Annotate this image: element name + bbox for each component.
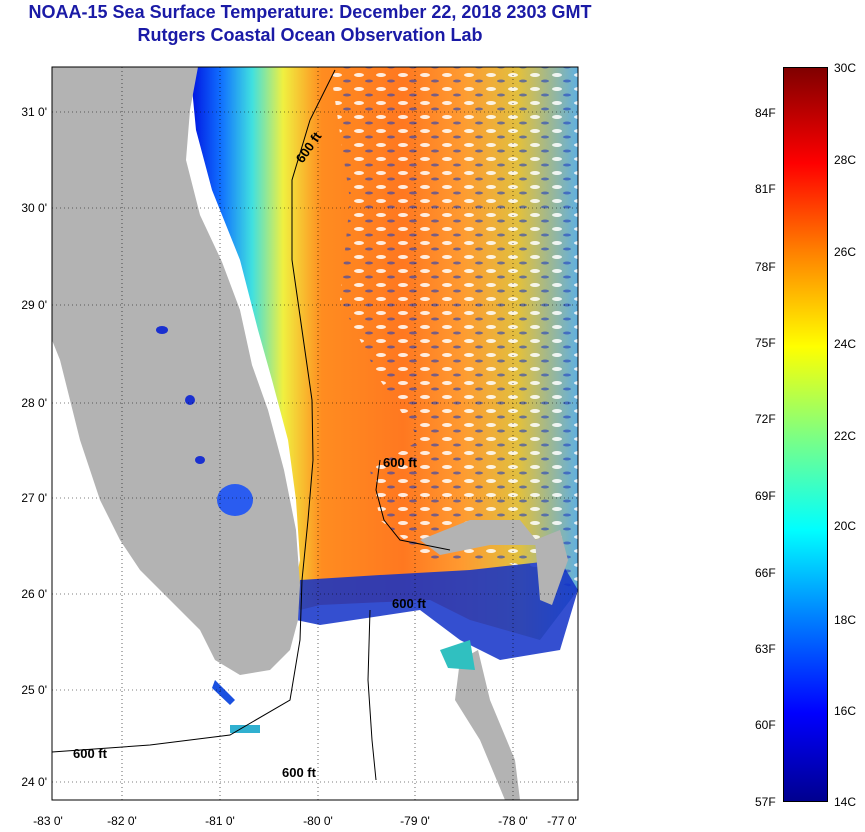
map-border [51,66,579,801]
cloud-mask [330,67,578,590]
lake [185,395,195,405]
cb-c-label: 30C [834,61,857,75]
lat-labels: 31 0' 30 0' 29 0' 28 0' 27 0' 26 0' 25 0… [21,105,47,789]
temperature-colorbar [783,67,828,802]
bank-water [440,640,475,670]
lat-label: 24 0' [21,775,47,789]
contour-label: 600 ft [282,765,317,780]
keys-water [230,725,260,733]
cb-f-label: 69F [755,489,776,503]
sst-map: 31 0' 30 0' 29 0' 28 0' 27 0' 26 0' 25 0… [21,66,579,828]
south-sst-band [296,560,578,660]
cb-c-label: 24C [834,337,857,351]
lon-label: -82 0' [107,814,137,828]
cb-f-label: 84F [755,106,776,120]
isobath-600ft [375,459,451,551]
lat-label: 29 0' [21,298,47,312]
lon-label: -79 0' [400,814,430,828]
lake [195,456,205,464]
cb-c-label: 18C [834,613,857,627]
lon-label: -80 0' [303,814,333,828]
lon-label: -77 0' [547,814,577,828]
contour-label: 600 ft [73,746,108,761]
contour-label: 600 ft [392,596,427,611]
lat-label: 27 0' [21,491,47,505]
andros-island [455,650,520,800]
lake-okeechobee [217,484,253,516]
cb-c-label: 14C [834,795,857,809]
cb-c-label: 26C [834,245,857,259]
title-line-1: NOAA-15 Sea Surface Temperature: Decembe… [28,2,592,22]
keys-water [212,680,235,705]
lon-label: -78 0' [498,814,528,828]
cb-c-label: 28C [834,153,857,167]
cb-c-label: 22C [834,429,857,443]
cb-f-label: 72F [755,412,776,426]
lat-label: 25 0' [21,683,47,697]
lon-label: -81 0' [205,814,235,828]
cb-c-label: 20C [834,519,857,533]
lat-label: 26 0' [21,587,47,601]
grand-bahama [420,520,540,555]
abaco-island [535,530,568,605]
lake [156,326,168,334]
cb-f-label: 75F [755,336,776,350]
isobath-600ft [51,69,336,753]
cb-f-label: 81F [755,182,776,196]
contour-label: 600 ft [383,455,418,470]
cb-f-label: 57F [755,795,776,809]
lat-label: 28 0' [21,396,47,410]
cb-c-label: 16C [834,704,857,718]
cb-f-label: 78F [755,260,776,274]
lat-label: 30 0' [21,201,47,215]
lon-label: -83 0' [33,814,63,828]
florida-land [52,67,300,675]
lat-label: 31 0' [21,105,47,119]
lon-labels: -83 0' -82 0' -81 0' -80 0' -79 0' -78 0… [33,814,577,828]
cb-f-label: 60F [755,718,776,732]
cb-f-label: 66F [755,566,776,580]
isobath-600ft [367,609,377,781]
cb-f-label: 63F [755,642,776,656]
title-line-2: Rutgers Coastal Ocean Observation Lab [137,25,483,45]
